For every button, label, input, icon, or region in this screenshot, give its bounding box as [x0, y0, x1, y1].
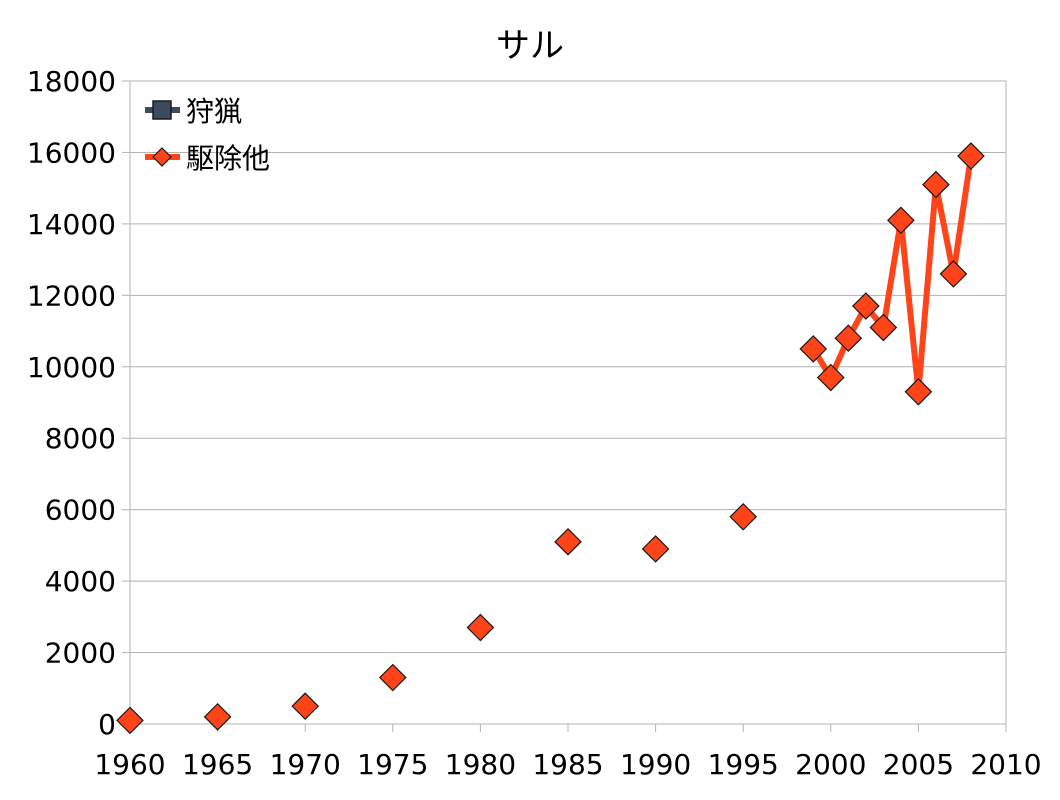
x-tick-label: 1965 — [182, 748, 253, 781]
y-tick-label: 10000 — [27, 351, 116, 384]
x-tick-label: 1970 — [270, 748, 341, 781]
y-tick-label: 2000 — [45, 637, 116, 670]
data-point — [291, 692, 320, 720]
series-line — [810, 155, 974, 393]
data-point — [816, 363, 845, 392]
grid-lines — [130, 80, 1006, 725]
chart-title: サル — [496, 26, 564, 66]
data-point — [799, 335, 828, 363]
data-point — [939, 260, 968, 288]
y-tick-label: 18000 — [27, 65, 116, 98]
legend-marker-square — [152, 100, 172, 120]
data-point — [869, 313, 898, 342]
data-point — [957, 142, 985, 170]
legend-entry-hunting: 狩猟 — [145, 95, 242, 128]
data-point — [466, 613, 495, 642]
data-point — [641, 535, 670, 563]
x-tick-label: 1960 — [94, 748, 165, 781]
data-point — [554, 527, 582, 556]
data-point — [729, 502, 758, 531]
data-point — [922, 170, 950, 199]
data-point — [851, 292, 880, 320]
x-tick-label: 1975 — [357, 748, 428, 781]
data-point — [887, 206, 915, 235]
x-tick-label: 2010 — [970, 748, 1041, 781]
x-tick-label: 2005 — [883, 748, 954, 781]
x-tick-label: 1980 — [445, 748, 516, 781]
data-point — [116, 706, 144, 735]
y-tick-label: 14000 — [27, 208, 116, 241]
y-tick-label: 8000 — [45, 422, 116, 455]
data-point — [834, 324, 863, 353]
x-tick-label: 1995 — [708, 748, 779, 781]
legend-entry-extermination: 駆除他 — [145, 142, 270, 175]
y-tick-label: 12000 — [27, 279, 116, 312]
y-tick-label: 6000 — [45, 494, 116, 527]
y-tick-label: 16000 — [27, 136, 116, 169]
y-tick-label: 4000 — [45, 565, 116, 598]
x-tick-label: 1990 — [620, 748, 691, 781]
data-point — [203, 703, 232, 731]
legend-marker-diamond — [152, 147, 172, 167]
axes: 0 2000 4000 6000 8000 10000 12000 14000 16000 180… — [27, 65, 1042, 781]
legend-label-hunting: 狩猟 — [186, 95, 242, 128]
legend: 狩猟 駆除他 — [145, 95, 270, 175]
y-tick-label: 0 — [98, 708, 116, 741]
data-point — [904, 377, 933, 406]
legend-label-extermination: 駆除他 — [186, 142, 270, 175]
x-tick-label: 2000 — [795, 748, 866, 781]
x-tick-label: 1985 — [532, 748, 603, 781]
data-point — [378, 663, 407, 692]
series-layer — [116, 142, 985, 735]
